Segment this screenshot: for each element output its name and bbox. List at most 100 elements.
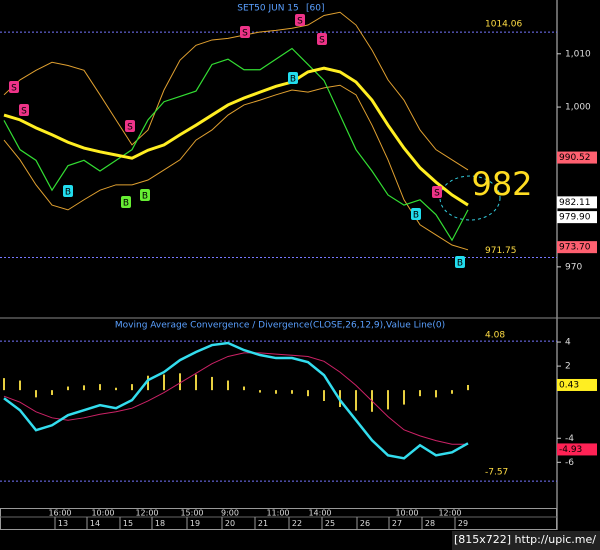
x-date-label: 25: [325, 519, 335, 528]
x-date-label: 21: [258, 519, 268, 528]
x-date-label: 27: [392, 519, 402, 528]
x-time-label: 11:00: [266, 509, 289, 518]
y-tick-label: 970: [565, 262, 582, 272]
x-date-label: 26: [360, 519, 370, 528]
price-tag: [557, 241, 597, 254]
signal-label: S: [434, 189, 440, 199]
signal-label: B: [65, 188, 71, 198]
level-label: 4.08: [485, 331, 505, 341]
price-tag: [557, 211, 597, 224]
series-line: [3, 11, 469, 171]
signal-label: B: [290, 75, 296, 85]
histogram-bar: [19, 380, 21, 391]
signal-box: [411, 208, 421, 220]
x-date-label: 15: [123, 519, 133, 528]
price-tag: [557, 443, 597, 456]
histogram-bar: [35, 390, 37, 398]
footer: [815x722] http://upic.me/: [454, 533, 596, 546]
histogram-bar: [163, 374, 165, 391]
signal-box: [240, 26, 250, 38]
x-time-label: 10:00: [395, 509, 418, 518]
annotation: 982: [471, 165, 532, 203]
histogram-bar: [467, 384, 469, 391]
histogram-bar: [259, 390, 261, 393]
x-date-label: 19: [190, 519, 200, 528]
level-label: -7.57: [485, 468, 508, 478]
x-date-label: 18: [155, 519, 165, 528]
histogram-bar: [419, 390, 421, 397]
signal-box: [125, 120, 135, 132]
histogram-bar: [195, 374, 197, 391]
signal-label: S: [242, 29, 248, 39]
series-line: [3, 84, 469, 251]
histogram-bar: [307, 390, 309, 397]
histogram-bar: [275, 390, 277, 394]
x-axis-box: [0, 508, 557, 530]
signal-box: [121, 196, 131, 208]
histogram-bar: [435, 390, 437, 398]
histogram-bar: [179, 373, 181, 391]
macd-title: Moving Average Convergence / Divergence(…: [115, 321, 445, 331]
signal-box: [9, 81, 19, 93]
histogram-bar: [355, 390, 357, 411]
y-tick-label: -6: [565, 458, 574, 468]
histogram-bar: [291, 390, 293, 394]
signal-label: B: [413, 211, 419, 221]
signal-box: [19, 104, 29, 116]
y-tick-label: 1,000: [565, 103, 591, 113]
x-date-label: 13: [58, 519, 68, 528]
series-line: [3, 47, 469, 242]
histogram-bar: [243, 386, 245, 391]
series-line: [3, 341, 469, 460]
signal-box: [317, 33, 327, 45]
signal-label: B: [457, 259, 463, 269]
price-tag: [557, 196, 597, 209]
signal-label: B: [123, 199, 129, 209]
price-tag: [557, 151, 597, 164]
histogram-bar: [227, 380, 229, 391]
signal-label: S: [319, 36, 325, 46]
signal-box: [432, 186, 442, 198]
price-tag-label: 990.52: [559, 153, 591, 163]
histogram-bar: [451, 390, 453, 394]
y-tick-label: 4: [565, 338, 571, 348]
series-line: [3, 352, 468, 445]
signal-label: S: [21, 107, 27, 117]
chart-title: SET50 JUN 15: [237, 4, 299, 14]
x-date-label: 29: [458, 519, 468, 528]
y-tick-label: 1,010: [565, 49, 591, 59]
y-tick-label: 2: [565, 362, 571, 372]
signal-box: [288, 72, 298, 84]
signal-box: [140, 189, 150, 201]
x-date-label: 28: [425, 519, 435, 528]
price-tag-label: 973.70: [559, 243, 591, 253]
histogram-bar: [99, 384, 101, 391]
level-label: 1014.06: [485, 20, 522, 30]
histogram-bar: [211, 376, 213, 391]
footer-bg: [452, 531, 600, 550]
price-tag: [557, 378, 597, 391]
signal-label: B: [142, 192, 148, 202]
y-tick-label: -4: [565, 434, 574, 444]
signal-label: S: [127, 123, 133, 133]
histogram-bar: [51, 390, 53, 395]
histogram-bar: [83, 385, 85, 391]
price-tag-label: 0.43: [559, 380, 579, 390]
level-label: 971.75: [485, 246, 517, 256]
chart-subtitle: [60]: [306, 4, 324, 14]
histogram-bar: [323, 390, 325, 401]
histogram-bar: [387, 390, 389, 410]
x-time-label: 14:00: [308, 509, 331, 518]
histogram-bar: [403, 390, 405, 405]
price-tag-label: 979.90: [559, 213, 591, 223]
series-line: [3, 66, 469, 207]
histogram-bar: [147, 375, 149, 391]
histogram-bar: [115, 387, 117, 391]
price-tag-label: -4.93: [559, 445, 582, 455]
x-date-label: 14: [90, 519, 100, 528]
x-time-label: 12:00: [135, 509, 158, 518]
signal-label: S: [11, 84, 17, 94]
